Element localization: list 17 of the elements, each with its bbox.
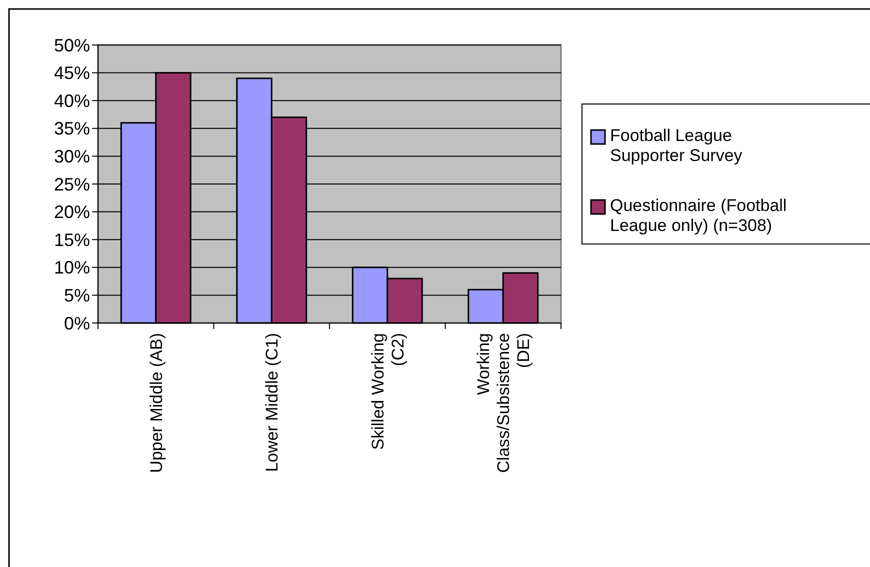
y-tick-label: 35% — [54, 118, 90, 139]
y-tick-label: 5% — [64, 286, 90, 306]
x-tick-label: Working Class/Subsistence (DE) — [474, 333, 534, 473]
x-tick-label: Skilled Working (C2) — [368, 333, 408, 450]
legend-label: Questionnaire (Football League only) (n=308) — [610, 196, 787, 235]
y-tick-label: 25% — [54, 174, 90, 194]
x-tick-label: Lower Middle (C1) — [262, 333, 282, 472]
y-tick-label: 0% — [64, 313, 90, 334]
y-tick-label: 15% — [54, 230, 90, 250]
legend-label: Football League Supporter Survey — [610, 126, 743, 165]
y-tick-label: 45% — [54, 63, 90, 84]
x-tick-label: Upper Middle (AB) — [146, 333, 166, 473]
y-tick-label: 20% — [54, 202, 90, 222]
y-tick-label: 50% — [54, 35, 90, 56]
y-tick-label: 30% — [54, 146, 90, 166]
y-tick-label: 40% — [54, 90, 90, 111]
y-tick-label: 10% — [54, 258, 90, 278]
